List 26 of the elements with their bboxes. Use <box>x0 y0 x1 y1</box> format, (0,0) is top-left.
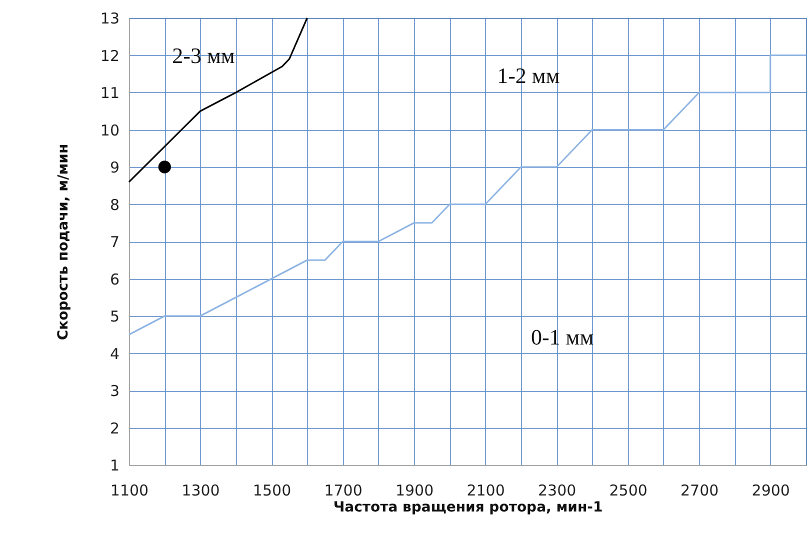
y-tick-label: 10 <box>100 121 120 140</box>
x-tick-label: 2900 <box>752 482 790 500</box>
y-tick-label: 11 <box>100 84 120 102</box>
x-tick-label: 1100 <box>110 482 149 500</box>
y-tick-label: 9 <box>110 158 120 176</box>
y-tick-label: 13 <box>100 10 120 28</box>
x-tick-label: 2300 <box>538 482 576 500</box>
y-tick-label: 7 <box>110 233 120 251</box>
y-tick-label: 2 <box>110 419 120 438</box>
y-tick-label: 12 <box>100 46 120 65</box>
y-tick-label: 5 <box>110 308 120 326</box>
x-tick-label: 1300 <box>182 482 220 500</box>
x-tick-label: 1900 <box>395 482 434 500</box>
x-tick-label: 2700 <box>680 482 719 500</box>
y-tick-label: 6 <box>110 270 120 288</box>
x-tick-label: 1700 <box>324 482 362 500</box>
line-series <box>128 17 308 183</box>
y-tick-label: 8 <box>110 196 120 214</box>
x-axis-title: Частота вращения ротора, мин-1 <box>333 500 603 516</box>
y-axis-title: Скорость подачи, м/мин <box>55 144 72 340</box>
x-tick-label: 2500 <box>609 482 648 500</box>
y-tick-label: 1 <box>110 456 120 474</box>
y-tick-label: 3 <box>110 382 120 400</box>
x-tick-label: 1500 <box>252 482 292 500</box>
y-tick-label: 4 <box>110 344 120 363</box>
x-tick-label: 2100 <box>466 482 505 500</box>
